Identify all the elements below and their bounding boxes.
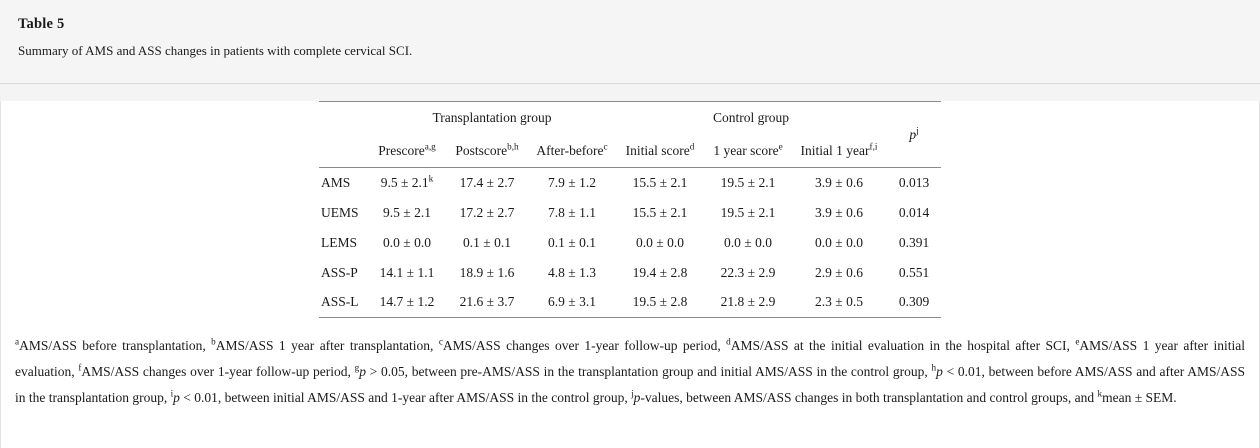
value-cell: 15.5 ± 2.1 xyxy=(632,204,688,220)
value-cell: 17.4 ± 2.7 xyxy=(459,174,515,190)
group-header: Control group xyxy=(712,110,790,126)
summary-table: Transplantation group Control group pj Pres… xyxy=(319,101,941,318)
p-value-cell: 0.309 xyxy=(898,294,930,310)
value-cell: 0.1 ± 0.1 xyxy=(548,234,596,250)
row-label: UEMS xyxy=(321,204,359,220)
value-cell: 2.9 ± 0.6 xyxy=(815,264,863,280)
value-cell: 3.9 ± 0.6 xyxy=(815,174,863,190)
value-cell: 0.1 ± 0.1 xyxy=(463,234,511,250)
group-header: Transplantation group xyxy=(432,110,552,126)
value-cell: 19.5 ± 2.8 xyxy=(632,294,688,310)
table-panel: Transplantation group Control group pj Pres… xyxy=(0,101,1260,448)
column-header: After-beforec xyxy=(536,141,608,158)
footnote-marker: a xyxy=(15,336,20,347)
value-cell: 14.7 ± 1.2 xyxy=(379,294,435,310)
column-header: Initial 1 yearf,i xyxy=(800,141,878,158)
footnote-marker: j xyxy=(631,388,634,399)
value-cell: 14.1 ± 1.1 xyxy=(379,264,435,280)
value-cell: 0.0 ± 0.0 xyxy=(724,234,772,250)
footnote-marker: c xyxy=(438,336,443,347)
column-header: Initial scored xyxy=(625,141,695,158)
value-cell: 3.9 ± 0.6 xyxy=(815,204,863,220)
row-label: ASS-L xyxy=(321,294,359,310)
value-cell: 0.0 ± 0.0 xyxy=(383,234,431,250)
table-row: UEMS 9.5 ± 2.1 17.2 ± 2.7 7.8 ± 1.1 15.5 ± 2… xyxy=(319,198,941,228)
footnotes: aAMS/ASS before transplantation, bAMS/AS… xyxy=(15,336,1245,405)
row-label: AMS xyxy=(321,174,351,190)
value-cell: 7.8 ± 1.1 xyxy=(548,204,596,220)
table-title: Table 5 xyxy=(18,16,65,32)
table-head: Transplantation group Control group pj Pres… xyxy=(319,102,941,168)
footnote-marker: b xyxy=(211,336,216,347)
table-row: ASS-L 14.7 ± 1.2 21.6 ± 3.7 6.9 ± 3.1 19.5 ±… xyxy=(319,288,941,318)
table-row: LEMS 0.0 ± 0.0 0.1 ± 0.1 0.1 ± 0.1 0.0 ± 0.0… xyxy=(319,228,941,258)
p-value-cell: 0.013 xyxy=(898,174,930,190)
column-header: Prescorea,g xyxy=(378,141,436,158)
footnote-marker: i xyxy=(170,388,174,399)
table-header-band: Table 5 Summary of AMS and ASS changes i… xyxy=(0,0,1260,84)
corner-cell xyxy=(319,135,369,168)
value-cell: 21.6 ± 3.7 xyxy=(459,294,515,310)
table-caption: Summary of AMS and ASS changes in patien… xyxy=(18,43,413,58)
value-cell: 2.3 ± 0.5 xyxy=(815,294,863,310)
p-value-cell: 0.551 xyxy=(898,264,930,280)
row-label: ASS-P xyxy=(321,264,358,280)
p-value-cell: 0.391 xyxy=(898,234,930,250)
value-cell: 22.3 ± 2.9 xyxy=(720,264,776,280)
p-column-header: pj xyxy=(909,125,919,142)
value-cell: 19.4 ± 2.8 xyxy=(632,264,688,280)
value-cell: 17.2 ± 2.7 xyxy=(459,204,515,220)
footnote-marker: d xyxy=(726,336,731,347)
value-cell: 0.0 ± 0.0 xyxy=(636,234,684,250)
value-cell: 18.9 ± 1.6 xyxy=(459,264,515,280)
footnote-marker: e xyxy=(1075,336,1080,347)
p-value-cell: 0.014 xyxy=(898,204,930,220)
value-cell: 9.5 ± 2.1 xyxy=(383,204,431,220)
value-cell: 0.0 ± 0.0 xyxy=(815,234,863,250)
table-body: AMS 9.5 ± 2.1k 17.4 ± 2.7 7.9 ± 1.2 15.5 ± 2… xyxy=(319,168,941,318)
value-cell: 21.8 ± 2.9 xyxy=(720,294,776,310)
value-cell: 19.5 ± 2.1 xyxy=(720,204,776,220)
value-cell: 9.5 ± 2.1k xyxy=(380,173,434,190)
value-cell: 7.9 ± 1.2 xyxy=(548,174,596,190)
value-cell: 4.8 ± 1.3 xyxy=(548,264,596,280)
table-row: AMS 9.5 ± 2.1k 17.4 ± 2.7 7.9 ± 1.2 15.5 ± 2… xyxy=(319,168,941,198)
footnote-marker: g xyxy=(354,362,360,373)
footnote-marker: f xyxy=(78,362,82,373)
corner-cell xyxy=(319,102,369,135)
value-cell: 19.5 ± 2.1 xyxy=(720,174,776,190)
column-header: Postscoreb,h xyxy=(455,141,519,158)
value-cell: 6.9 ± 3.1 xyxy=(548,294,596,310)
value-cell: 15.5 ± 2.1 xyxy=(632,174,688,190)
footnote-marker: h xyxy=(931,362,937,373)
footnote-marker: k xyxy=(1097,388,1103,399)
column-header: 1 year scoree xyxy=(713,141,783,158)
table-row: ASS-P 14.1 ± 1.1 18.9 ± 1.6 4.8 ± 1.3 19.4 ±… xyxy=(319,258,941,288)
row-label: LEMS xyxy=(321,234,358,250)
